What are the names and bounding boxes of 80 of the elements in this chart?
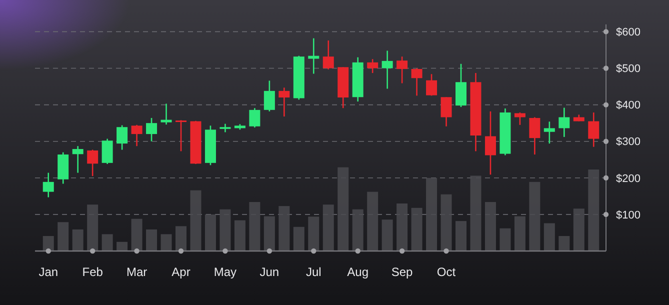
x-tick-label: Apr [172,265,190,279]
bar [72,229,84,251]
candlestick [382,50,393,90]
bar [529,182,540,251]
candlestick [160,103,172,126]
bar [322,204,334,251]
x-tick-label: Aug [347,265,369,279]
x-tick-label: Mar [126,265,148,279]
bar [456,221,466,251]
candlestick [544,120,555,144]
bar [426,178,438,251]
bar [190,190,202,251]
candlestick [322,40,334,70]
bar [146,229,158,251]
bar [484,202,496,251]
bar [220,209,231,251]
x-tick-label: Jun [260,265,280,279]
y-tick-label: $100 [616,209,640,222]
bar [87,204,98,251]
candlestick [176,120,186,152]
x-tick-label: May [214,265,237,279]
candlestick [249,107,260,128]
bar [352,209,364,251]
candlestick [367,58,378,74]
x-tick-label: Jan [38,265,58,279]
bar [58,222,69,251]
candlestick [116,124,128,150]
bar [544,223,555,251]
candlestick [278,86,290,118]
y-tick-label: $400 [616,100,640,112]
candlestick [102,138,113,165]
candlestick [146,117,158,142]
candlestick [87,149,98,177]
y-tick-label: $200 [616,172,640,185]
candlestick [529,116,540,156]
bar [176,226,186,251]
candlestick [514,112,526,126]
bar [278,206,290,251]
candlestick [484,110,496,176]
candlestick [411,68,422,96]
bar [131,218,142,251]
candlestick [42,172,54,198]
bar [102,234,113,251]
bar [396,203,408,251]
bar [514,216,526,251]
y-tick-label: $500 [616,63,640,76]
candlestick [440,96,452,128]
bar [160,234,172,251]
bar [440,194,452,251]
bar [338,167,349,251]
candlestick [72,145,84,174]
bar [249,202,260,251]
candlestick [456,63,466,108]
bar [116,242,128,251]
bar [264,216,275,251]
x-tick-label: Jul [306,265,322,279]
y-tick-label: $300 [616,136,640,148]
candlestick [264,80,275,112]
bar [382,220,393,251]
bar [588,169,600,251]
bar [573,208,584,251]
bar [500,228,511,251]
y-tick-label: $600 [616,26,640,39]
bar [234,220,246,251]
bar [470,176,482,251]
bar [42,236,54,251]
candlestick [131,124,142,147]
candlestick [396,56,408,84]
candlestick [426,73,438,96]
x-tick-label: Oct [436,265,456,279]
bar [204,214,216,251]
x-tick-label: Feb [82,265,104,279]
bar [308,216,320,251]
x-tick-label: Sep [391,265,414,279]
candlestick [558,107,570,138]
bar [411,208,422,251]
bar [293,226,304,251]
candlestick [588,112,600,148]
bar [558,236,570,251]
bar [367,192,378,251]
